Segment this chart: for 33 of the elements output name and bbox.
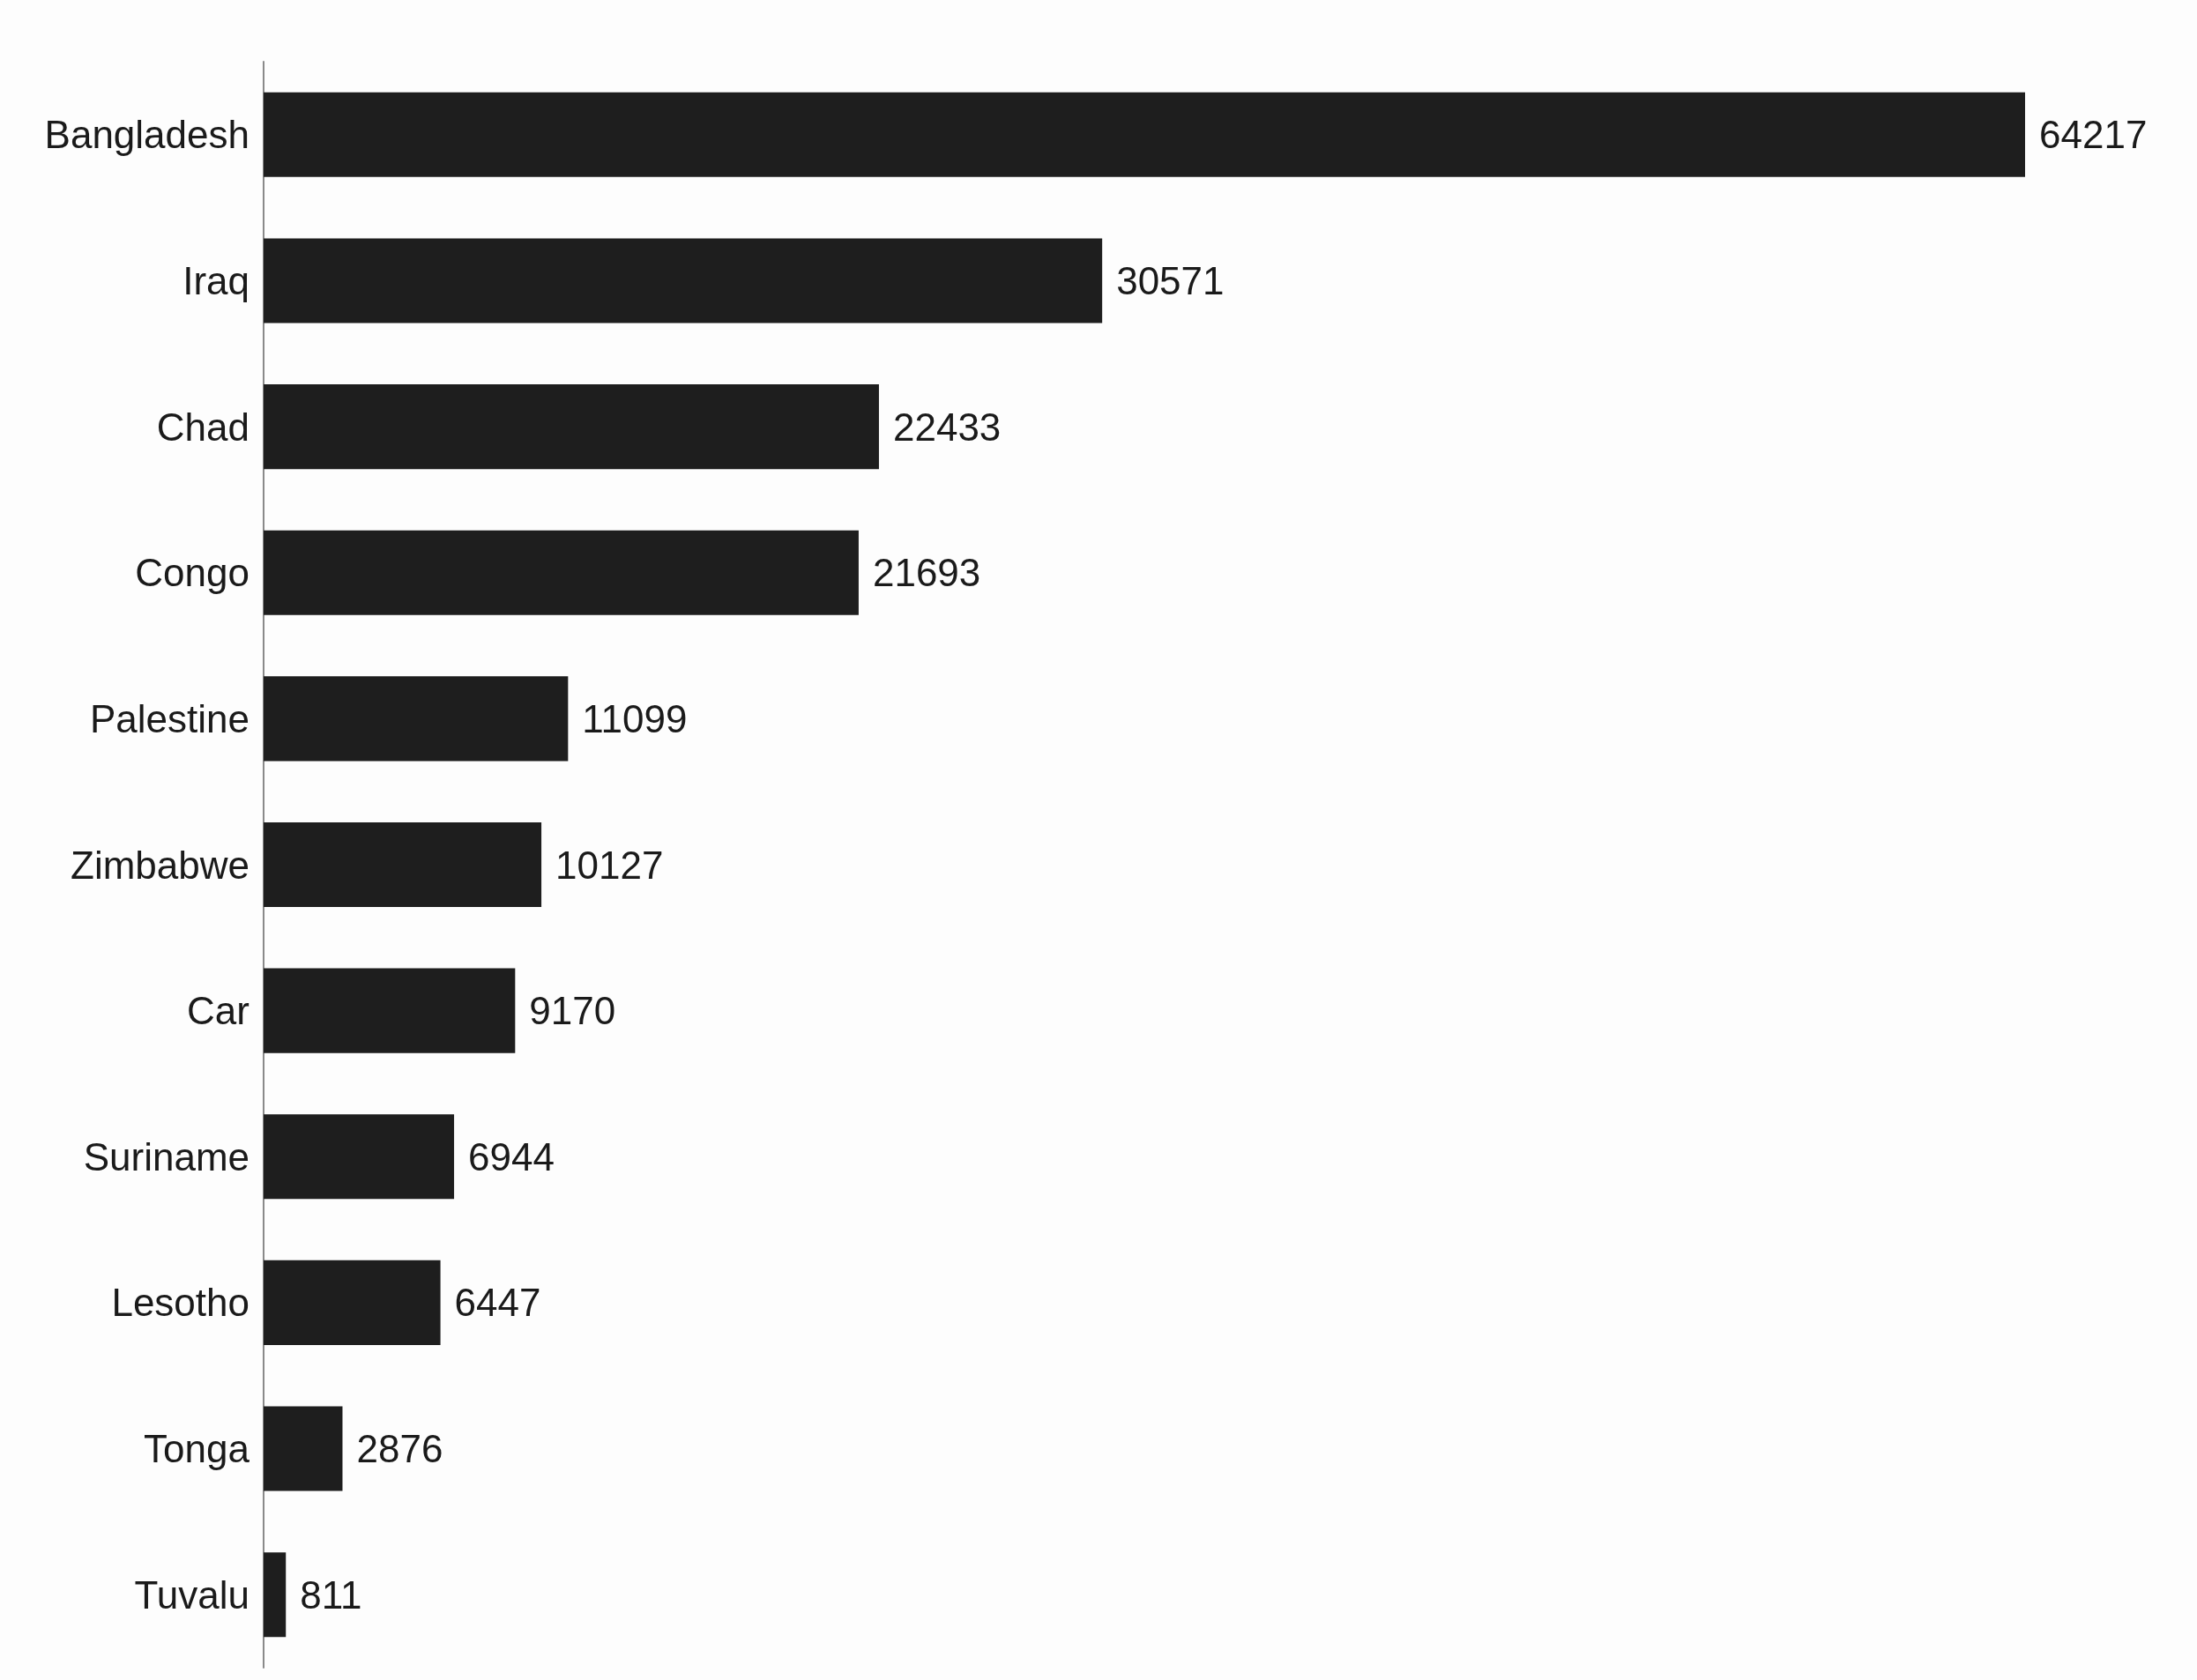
- bar: [264, 1260, 441, 1345]
- bar: [264, 676, 569, 762]
- data-label: 2876: [356, 1427, 443, 1471]
- data-label: 9170: [529, 989, 616, 1033]
- bar: [264, 821, 542, 908]
- y-tick-label: Congo: [135, 551, 249, 595]
- data-label: 811: [300, 1572, 362, 1617]
- data-label: 6447: [454, 1281, 541, 1325]
- data-label: 30571: [1116, 258, 1225, 302]
- data-label: 6944: [468, 1134, 555, 1178]
- bar: [264, 530, 859, 615]
- bar: [264, 968, 516, 1053]
- data-label: 64217: [2039, 113, 2148, 157]
- y-tick-label: Lesotho: [111, 1281, 249, 1325]
- bar: [264, 238, 1103, 323]
- y-tick-label: Suriname: [83, 1134, 249, 1178]
- y-tick-label: Zimbabwe: [71, 843, 249, 887]
- y-tick-label: Tuvalu: [134, 1572, 249, 1617]
- bar: [264, 1406, 343, 1491]
- bar: [264, 1114, 455, 1200]
- data-label: 10127: [555, 843, 664, 887]
- bar: [264, 1552, 287, 1638]
- y-tick-label: Bangladesh: [44, 113, 249, 157]
- y-tick-label: Tonga: [144, 1427, 250, 1471]
- y-tick-label: Palestine: [89, 696, 249, 740]
- data-label: 21693: [872, 551, 981, 595]
- bar: [264, 384, 879, 470]
- y-tick-label: Car: [187, 989, 249, 1033]
- y-tick-label: Iraq: [182, 258, 249, 302]
- data-label: 22433: [892, 405, 1002, 449]
- y-tick-label: Chad: [156, 405, 249, 449]
- bar: [264, 92, 2025, 177]
- data-label: 11099: [582, 696, 688, 740]
